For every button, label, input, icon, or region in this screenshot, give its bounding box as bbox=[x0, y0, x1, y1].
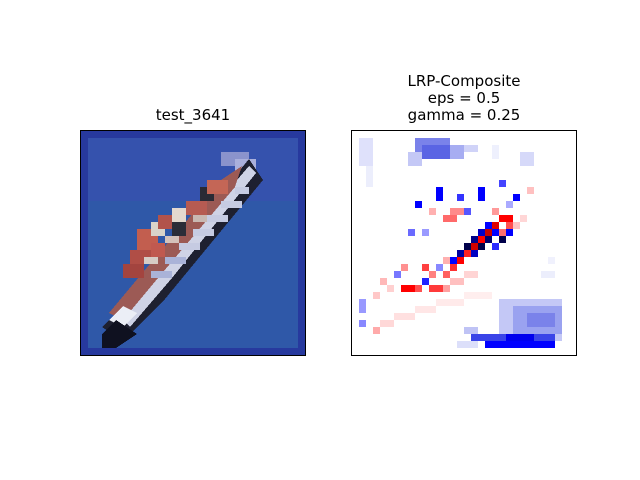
ship-image-panel bbox=[80, 130, 306, 356]
relevance-heatmap bbox=[352, 131, 576, 355]
title-line-gamma: gamma = 0.25 bbox=[407, 106, 521, 124]
title-line-method: LRP-Composite bbox=[407, 72, 521, 90]
relevance-heatmap-panel bbox=[351, 130, 577, 356]
title-line-eps: eps = 0.5 bbox=[427, 89, 501, 107]
panel-title-left: test_3641 bbox=[155, 106, 231, 124]
ship-image bbox=[81, 131, 305, 355]
panel-title-right: LRP-Composite eps = 0.5 gamma = 0.25 bbox=[351, 73, 577, 124]
